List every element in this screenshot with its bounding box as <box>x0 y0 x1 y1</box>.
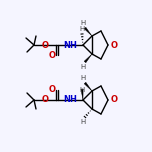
Text: H: H <box>80 20 86 26</box>
Polygon shape <box>84 27 92 36</box>
Text: H: H <box>80 64 86 70</box>
Polygon shape <box>84 82 92 91</box>
Text: O: O <box>48 85 55 95</box>
Polygon shape <box>84 54 92 63</box>
Text: H: H <box>80 119 86 125</box>
Text: H: H <box>79 87 85 93</box>
Text: O: O <box>41 40 48 50</box>
Text: O: O <box>41 95 48 105</box>
Text: H: H <box>80 75 86 81</box>
Text: H: H <box>79 26 85 32</box>
Polygon shape <box>81 89 83 100</box>
Text: O: O <box>48 50 55 59</box>
Text: NH: NH <box>63 95 77 105</box>
Text: O: O <box>111 40 118 50</box>
Text: O: O <box>111 95 118 105</box>
Text: NH: NH <box>63 40 77 50</box>
